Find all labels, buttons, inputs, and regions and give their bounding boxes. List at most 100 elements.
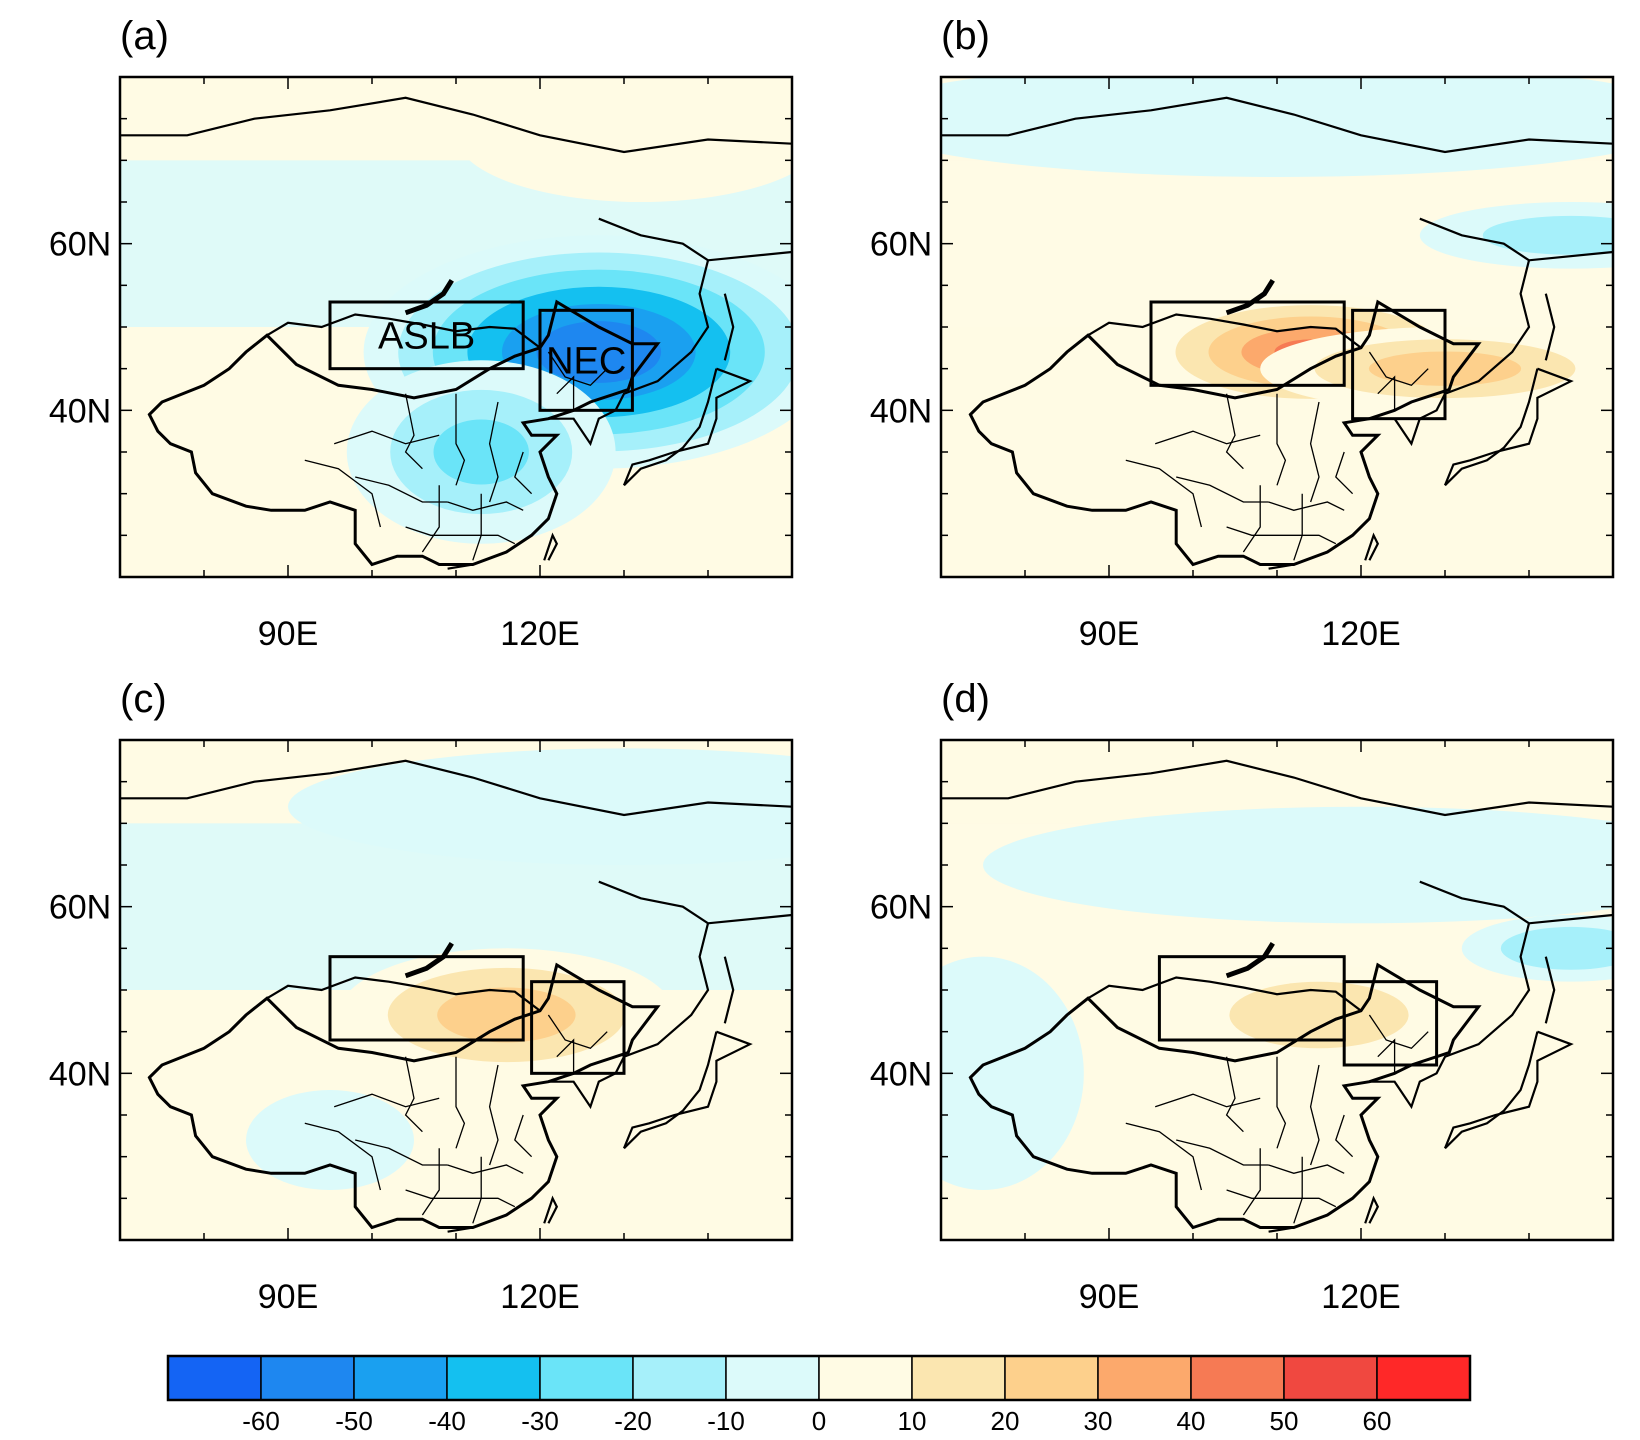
coastline xyxy=(120,759,792,817)
china-border xyxy=(968,299,1482,567)
lake-baikal xyxy=(404,278,454,316)
china-border xyxy=(147,962,661,1230)
anomaly-contour xyxy=(288,748,792,865)
province-border xyxy=(1335,451,1354,495)
province-border xyxy=(547,351,608,387)
colorbar-tick-label: 10 xyxy=(898,1406,927,1436)
colorbar-frame xyxy=(166,1354,1472,1402)
province-border xyxy=(1242,1148,1261,1216)
province-border xyxy=(455,393,466,486)
colorbar-swatch xyxy=(353,1355,448,1401)
coastline xyxy=(598,880,792,925)
colorbar-tick-label: -60 xyxy=(242,1406,280,1436)
province-border xyxy=(556,375,575,411)
province-border xyxy=(1176,476,1269,503)
coastline xyxy=(1544,956,1556,1024)
y-tick-label: 40N xyxy=(870,1055,932,1093)
province-border xyxy=(447,1164,524,1174)
province-border xyxy=(472,1156,482,1224)
province-border xyxy=(304,1122,382,1191)
province-border xyxy=(488,401,499,503)
region-box-aslb xyxy=(328,300,525,371)
anomaly-contour xyxy=(1229,981,1409,1049)
province-border xyxy=(1268,501,1345,511)
province-border xyxy=(1309,1064,1320,1166)
province-border xyxy=(404,1056,423,1133)
x-tick-label: 120E xyxy=(500,615,579,653)
y-tick-label: 40N xyxy=(49,392,111,430)
province-border xyxy=(1276,393,1287,486)
colorbar-swatch xyxy=(167,1355,262,1401)
anomaly-contour xyxy=(437,987,576,1043)
coastline xyxy=(1444,368,1539,487)
map-panel: (c) 90E 120E 60N 40N xyxy=(49,677,794,1316)
region-label-aslb: ASLB xyxy=(378,315,475,357)
mongolia-border xyxy=(266,976,541,1012)
province-border xyxy=(421,485,440,553)
province-border xyxy=(405,526,516,545)
colorbar: -60 -50 -40 -30 -20 -10 0 10 20 30 40 50 60 xyxy=(166,1354,1472,1436)
colorbar-tick-label: 30 xyxy=(1084,1406,1113,1436)
colorbar-swatch xyxy=(539,1355,634,1401)
coastline xyxy=(543,1195,559,1224)
china-border xyxy=(147,299,661,567)
province-border xyxy=(1335,1114,1354,1158)
x-tick-label: 90E xyxy=(1079,615,1140,653)
colorbar-swatch xyxy=(1004,1355,1099,1401)
x-tick-label: 90E xyxy=(258,1278,319,1316)
map-panel: ASLB NEC (a) 90E 120E 60N 40N xyxy=(49,14,794,653)
lake-baikal xyxy=(404,941,454,979)
mongolia-border xyxy=(266,313,541,349)
province-border xyxy=(404,393,423,470)
province-border xyxy=(1309,401,1320,503)
province-border xyxy=(1154,1093,1261,1108)
y-tick-label: 60N xyxy=(870,226,932,264)
province-border xyxy=(1226,1189,1337,1208)
anomaly-contour xyxy=(433,419,529,485)
region-box-nec xyxy=(538,308,634,412)
coastline xyxy=(1444,1031,1539,1150)
province-border xyxy=(333,1093,440,1108)
coastline xyxy=(941,96,1613,154)
province-border xyxy=(514,1114,533,1158)
province-border xyxy=(1377,375,1396,411)
x-tick-label: 120E xyxy=(1321,615,1400,653)
colorbar-swatch xyxy=(725,1355,820,1401)
y-tick-label: 60N xyxy=(870,889,932,927)
province-border xyxy=(333,430,440,445)
colorbar-tick-label: -40 xyxy=(428,1406,466,1436)
province-border xyxy=(488,1064,499,1166)
colorbar-swatch xyxy=(446,1355,541,1401)
province-border xyxy=(304,459,382,528)
colorbar-tick-label: -10 xyxy=(707,1406,745,1436)
x-tick-label: 90E xyxy=(1079,1278,1140,1316)
province-border xyxy=(1293,493,1303,561)
anomaly-contour xyxy=(456,77,792,203)
province-border xyxy=(1154,430,1261,445)
province-border xyxy=(355,476,448,503)
coastline xyxy=(1443,367,1574,486)
china-border xyxy=(968,962,1482,1230)
region-box-nec xyxy=(530,980,626,1075)
coastline xyxy=(543,532,559,561)
colorbar-swatch xyxy=(1190,1355,1285,1401)
province-border xyxy=(547,1014,608,1050)
province-border xyxy=(1377,1038,1396,1074)
province-border xyxy=(1242,485,1261,553)
coastline xyxy=(723,956,735,1024)
colorbar-tick-label: -30 xyxy=(521,1406,559,1436)
map-panel: (d) 90E 120E 60N 40N xyxy=(870,677,1615,1316)
coastline xyxy=(1364,532,1380,561)
y-tick-label: 60N xyxy=(49,226,111,264)
y-tick-label: 40N xyxy=(49,1055,111,1093)
province-border xyxy=(1368,351,1429,387)
coastline xyxy=(623,1031,718,1150)
coastline xyxy=(623,368,718,487)
anomaly-contour xyxy=(536,321,662,383)
colorbar-tick-label: 20 xyxy=(991,1406,1020,1436)
mongolia-border xyxy=(1087,313,1362,349)
y-tick-label: 60N xyxy=(49,889,111,927)
anomaly-contour xyxy=(120,451,221,577)
coastline xyxy=(1419,880,1613,925)
coastline xyxy=(622,1030,753,1149)
